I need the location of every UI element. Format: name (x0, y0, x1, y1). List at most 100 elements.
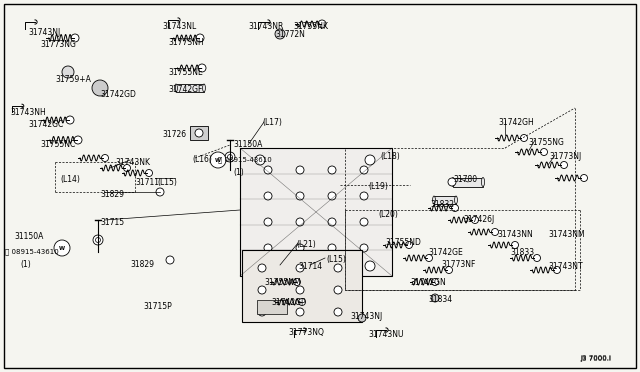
Circle shape (365, 261, 375, 271)
Ellipse shape (203, 84, 205, 92)
Text: 31743NM: 31743NM (548, 230, 584, 239)
Circle shape (296, 244, 304, 252)
Circle shape (71, 34, 79, 42)
Text: W: W (59, 246, 65, 250)
Text: 31743NH: 31743NH (10, 108, 45, 117)
Circle shape (124, 164, 131, 171)
Circle shape (93, 235, 103, 245)
Ellipse shape (433, 196, 435, 204)
Text: 31833: 31833 (510, 248, 534, 257)
Text: 31150A: 31150A (233, 140, 262, 149)
Text: 31743NL: 31743NL (162, 22, 196, 31)
Text: 31742GF: 31742GF (168, 85, 202, 94)
Circle shape (74, 136, 82, 144)
Text: (L15): (L15) (326, 255, 346, 264)
Text: 31829: 31829 (130, 260, 154, 269)
Circle shape (258, 264, 266, 272)
Ellipse shape (481, 177, 484, 186)
Circle shape (360, 192, 368, 200)
Text: (1): (1) (20, 260, 31, 269)
Text: W: W (215, 157, 221, 163)
Circle shape (264, 244, 272, 252)
Circle shape (62, 66, 74, 78)
Circle shape (431, 279, 438, 285)
Circle shape (264, 218, 272, 226)
Circle shape (541, 148, 547, 155)
Text: 31742GN: 31742GN (410, 278, 445, 287)
Bar (453, 177, 483, 186)
Bar (242, 250, 362, 322)
Circle shape (472, 217, 479, 224)
Text: 31755NM: 31755NM (264, 278, 301, 287)
Text: (L14): (L14) (60, 175, 80, 184)
Circle shape (296, 192, 304, 200)
Text: 31755ND: 31755ND (385, 238, 421, 247)
Circle shape (554, 266, 561, 273)
Circle shape (296, 166, 304, 174)
Text: 31743NJ: 31743NJ (28, 28, 60, 37)
Circle shape (296, 308, 304, 316)
Circle shape (360, 244, 368, 252)
Circle shape (264, 192, 272, 200)
Circle shape (225, 152, 235, 162)
Circle shape (358, 314, 366, 322)
Text: 31714: 31714 (298, 262, 322, 271)
Circle shape (196, 34, 204, 42)
Circle shape (334, 286, 342, 294)
Ellipse shape (454, 196, 458, 204)
Bar (434, 196, 456, 204)
Circle shape (431, 294, 439, 302)
Circle shape (258, 308, 266, 316)
Circle shape (580, 174, 588, 182)
Text: 31743NJ: 31743NJ (350, 312, 382, 321)
Text: (L17): (L17) (262, 118, 282, 127)
Circle shape (561, 161, 568, 169)
Circle shape (296, 218, 304, 226)
Bar (176, 84, 204, 92)
Circle shape (102, 154, 109, 161)
Text: 31743NT: 31743NT (548, 262, 582, 271)
Text: (L15): (L15) (157, 178, 177, 187)
Text: (L16): (L16) (192, 155, 212, 164)
Text: 31755NE: 31755NE (168, 68, 203, 77)
Text: 31773NG: 31773NG (40, 40, 76, 49)
Text: 31715P: 31715P (143, 302, 172, 311)
Bar (240, 148, 392, 276)
Circle shape (255, 155, 265, 165)
Text: 31755NG: 31755NG (528, 138, 564, 147)
Circle shape (95, 237, 100, 243)
Text: (L18): (L18) (380, 152, 400, 161)
Circle shape (334, 308, 342, 316)
Text: 31829: 31829 (100, 190, 124, 199)
Text: (L21): (L21) (296, 240, 316, 249)
Text: 31742GC: 31742GC (28, 120, 63, 129)
Ellipse shape (451, 177, 454, 186)
Circle shape (445, 266, 452, 273)
Text: 31759+A: 31759+A (55, 75, 91, 84)
Bar (190, 126, 208, 140)
Text: 31743NK: 31743NK (115, 158, 150, 167)
Circle shape (492, 228, 499, 235)
Text: 31742GP: 31742GP (271, 298, 306, 307)
Text: 31772N: 31772N (275, 30, 305, 39)
Text: 31773NH: 31773NH (168, 38, 204, 47)
Text: 31743NR: 31743NR (248, 22, 284, 31)
Circle shape (360, 166, 368, 174)
Circle shape (195, 129, 203, 137)
Circle shape (258, 286, 266, 294)
Text: Ⓜ 08915-43610: Ⓜ 08915-43610 (218, 156, 272, 163)
Ellipse shape (175, 84, 177, 92)
Text: 31742GH: 31742GH (498, 118, 534, 127)
Circle shape (334, 264, 342, 272)
Circle shape (298, 298, 305, 305)
Circle shape (426, 254, 433, 262)
Circle shape (166, 256, 174, 264)
Bar (257, 300, 287, 314)
Circle shape (451, 205, 458, 212)
Circle shape (328, 166, 336, 174)
Text: 31715: 31715 (100, 218, 124, 227)
Circle shape (66, 116, 74, 124)
Circle shape (328, 244, 336, 252)
Circle shape (318, 20, 326, 28)
Text: 31150A: 31150A (14, 232, 44, 241)
